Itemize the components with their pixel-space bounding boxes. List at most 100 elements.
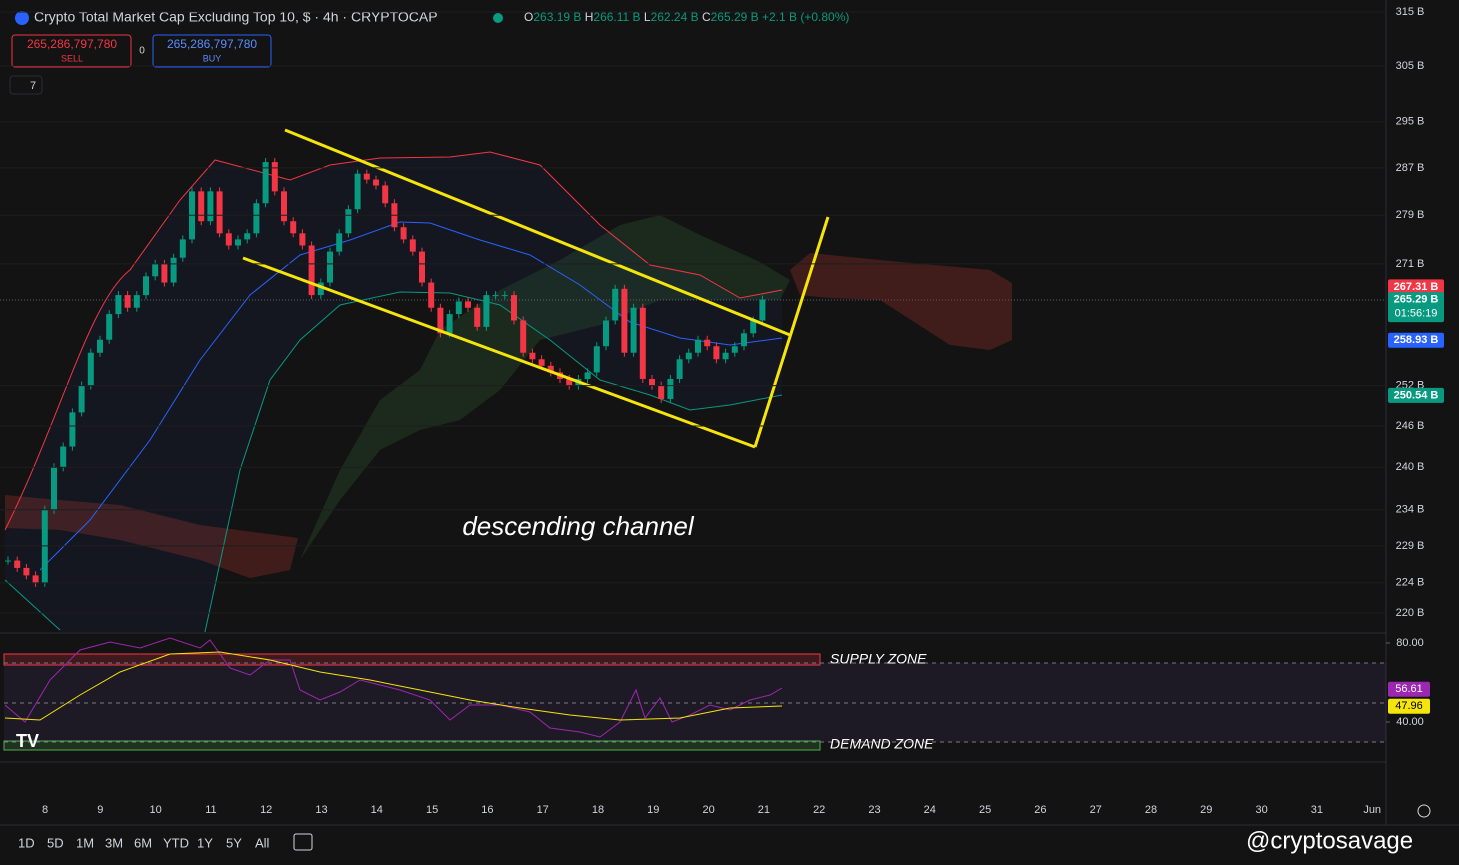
supply-zone bbox=[3, 653, 821, 666]
candle bbox=[612, 288, 619, 321]
candle bbox=[446, 314, 453, 334]
price-badge-label: 250.54 B bbox=[1394, 389, 1439, 401]
zone-label: DEMAND ZONE bbox=[830, 736, 934, 752]
candle bbox=[538, 359, 545, 366]
annotation: descending channel bbox=[462, 511, 695, 541]
logo: TV bbox=[16, 731, 39, 751]
price-tick-label: 305 B bbox=[1396, 60, 1425, 72]
candle bbox=[23, 567, 30, 576]
price-tick-label: 234 B bbox=[1396, 504, 1425, 516]
date-label: 12 bbox=[260, 804, 272, 816]
price-badge bbox=[1388, 279, 1444, 295]
candle bbox=[685, 352, 692, 360]
channel-line bbox=[284, 128, 791, 337]
price-badge bbox=[1388, 387, 1444, 403]
bollinger-fill bbox=[5, 152, 782, 632]
timeframe-button[interactable]: All bbox=[255, 835, 270, 850]
timeframe-button[interactable]: 5D bbox=[47, 835, 64, 850]
spread: 0 bbox=[139, 46, 145, 57]
candle bbox=[713, 346, 720, 360]
ichimoku-cloud bbox=[300, 215, 790, 560]
candle bbox=[731, 346, 738, 353]
date-label: 22 bbox=[813, 804, 825, 816]
candle bbox=[621, 288, 628, 353]
rsi-badge-label: 56.61 bbox=[1395, 683, 1423, 695]
price-badge bbox=[1388, 292, 1444, 323]
date-label: Jun bbox=[1363, 804, 1381, 816]
candle bbox=[345, 209, 352, 234]
date-label: 28 bbox=[1145, 804, 1157, 816]
rsi-tick-label: 40.00 bbox=[1396, 716, 1424, 728]
candle bbox=[566, 378, 573, 386]
candle bbox=[69, 412, 76, 447]
date-label: 29 bbox=[1200, 804, 1212, 816]
candle bbox=[483, 295, 490, 327]
settings-icon[interactable] bbox=[1417, 804, 1431, 818]
ichimoku-cloud bbox=[790, 253, 1012, 350]
symbol-icon bbox=[15, 11, 29, 25]
indicators-toggle[interactable] bbox=[9, 75, 43, 95]
buy-button[interactable] bbox=[152, 34, 272, 68]
candle bbox=[667, 378, 674, 399]
price-badge bbox=[1388, 332, 1444, 348]
candle bbox=[363, 173, 370, 180]
timeframe-button[interactable]: 1M bbox=[76, 835, 94, 850]
candle bbox=[354, 173, 361, 210]
candle bbox=[630, 307, 637, 353]
price-tick-label: 229 B bbox=[1396, 540, 1425, 552]
price-badge-label: 265.29 B bbox=[1394, 293, 1439, 305]
candle bbox=[32, 575, 39, 583]
candle bbox=[5, 560, 11, 562]
candle bbox=[511, 295, 517, 321]
buy-price[interactable]: 265,286,797,780 bbox=[167, 37, 257, 51]
status-dot bbox=[493, 13, 503, 23]
date-label: 11 bbox=[205, 804, 216, 816]
candle bbox=[308, 245, 315, 296]
candle bbox=[373, 179, 379, 186]
date-label: 23 bbox=[868, 804, 880, 816]
symbol-title[interactable]: Crypto Total Market Cap Excluding Top 10… bbox=[34, 9, 438, 25]
candle bbox=[327, 251, 333, 283]
timeframe-button[interactable]: 6M bbox=[134, 835, 152, 850]
date-label: 17 bbox=[537, 804, 549, 816]
date-label: 26 bbox=[1034, 804, 1046, 816]
candle bbox=[51, 467, 57, 510]
channel-line bbox=[242, 256, 756, 449]
candle bbox=[474, 307, 481, 327]
sell-button[interactable] bbox=[11, 34, 132, 68]
candle bbox=[695, 339, 701, 353]
candle bbox=[198, 191, 205, 222]
buy-label[interactable]: BUY bbox=[203, 53, 222, 63]
candle bbox=[60, 446, 67, 468]
candle bbox=[584, 372, 591, 379]
ohlc-value: 265.29 B bbox=[711, 10, 762, 24]
candle bbox=[741, 333, 747, 347]
candle bbox=[759, 299, 766, 321]
timeframe-button[interactable]: 1D bbox=[18, 835, 35, 850]
candle bbox=[124, 295, 131, 308]
date-label: 25 bbox=[979, 804, 991, 816]
ohlc-key: L bbox=[644, 10, 651, 24]
candle bbox=[170, 257, 177, 283]
indicators-count[interactable]: 7 bbox=[30, 80, 36, 92]
date-range-icon[interactable] bbox=[293, 833, 313, 851]
price-tick-label: 287 B bbox=[1396, 162, 1425, 174]
candle bbox=[271, 162, 278, 192]
candle bbox=[244, 233, 251, 240]
sell-price[interactable]: 265,286,797,780 bbox=[27, 37, 117, 51]
candle bbox=[281, 191, 287, 222]
timeframe-button[interactable]: 5Y bbox=[226, 835, 242, 850]
candle bbox=[419, 251, 425, 283]
timeframe-button[interactable]: 1Y bbox=[197, 835, 213, 850]
sell-label[interactable]: SELL bbox=[61, 53, 83, 63]
candle bbox=[529, 352, 536, 360]
price-tick-label: 295 B bbox=[1396, 116, 1425, 128]
rsi-tick-label: 80.00 bbox=[1396, 637, 1424, 649]
timeframe-button[interactable]: 3M bbox=[105, 835, 123, 850]
timeframe-button[interactable]: YTD bbox=[163, 835, 189, 850]
ohlc-key: O bbox=[524, 10, 533, 24]
rsi-badge bbox=[1388, 698, 1430, 714]
price-tick-label: 240 B bbox=[1396, 461, 1425, 473]
